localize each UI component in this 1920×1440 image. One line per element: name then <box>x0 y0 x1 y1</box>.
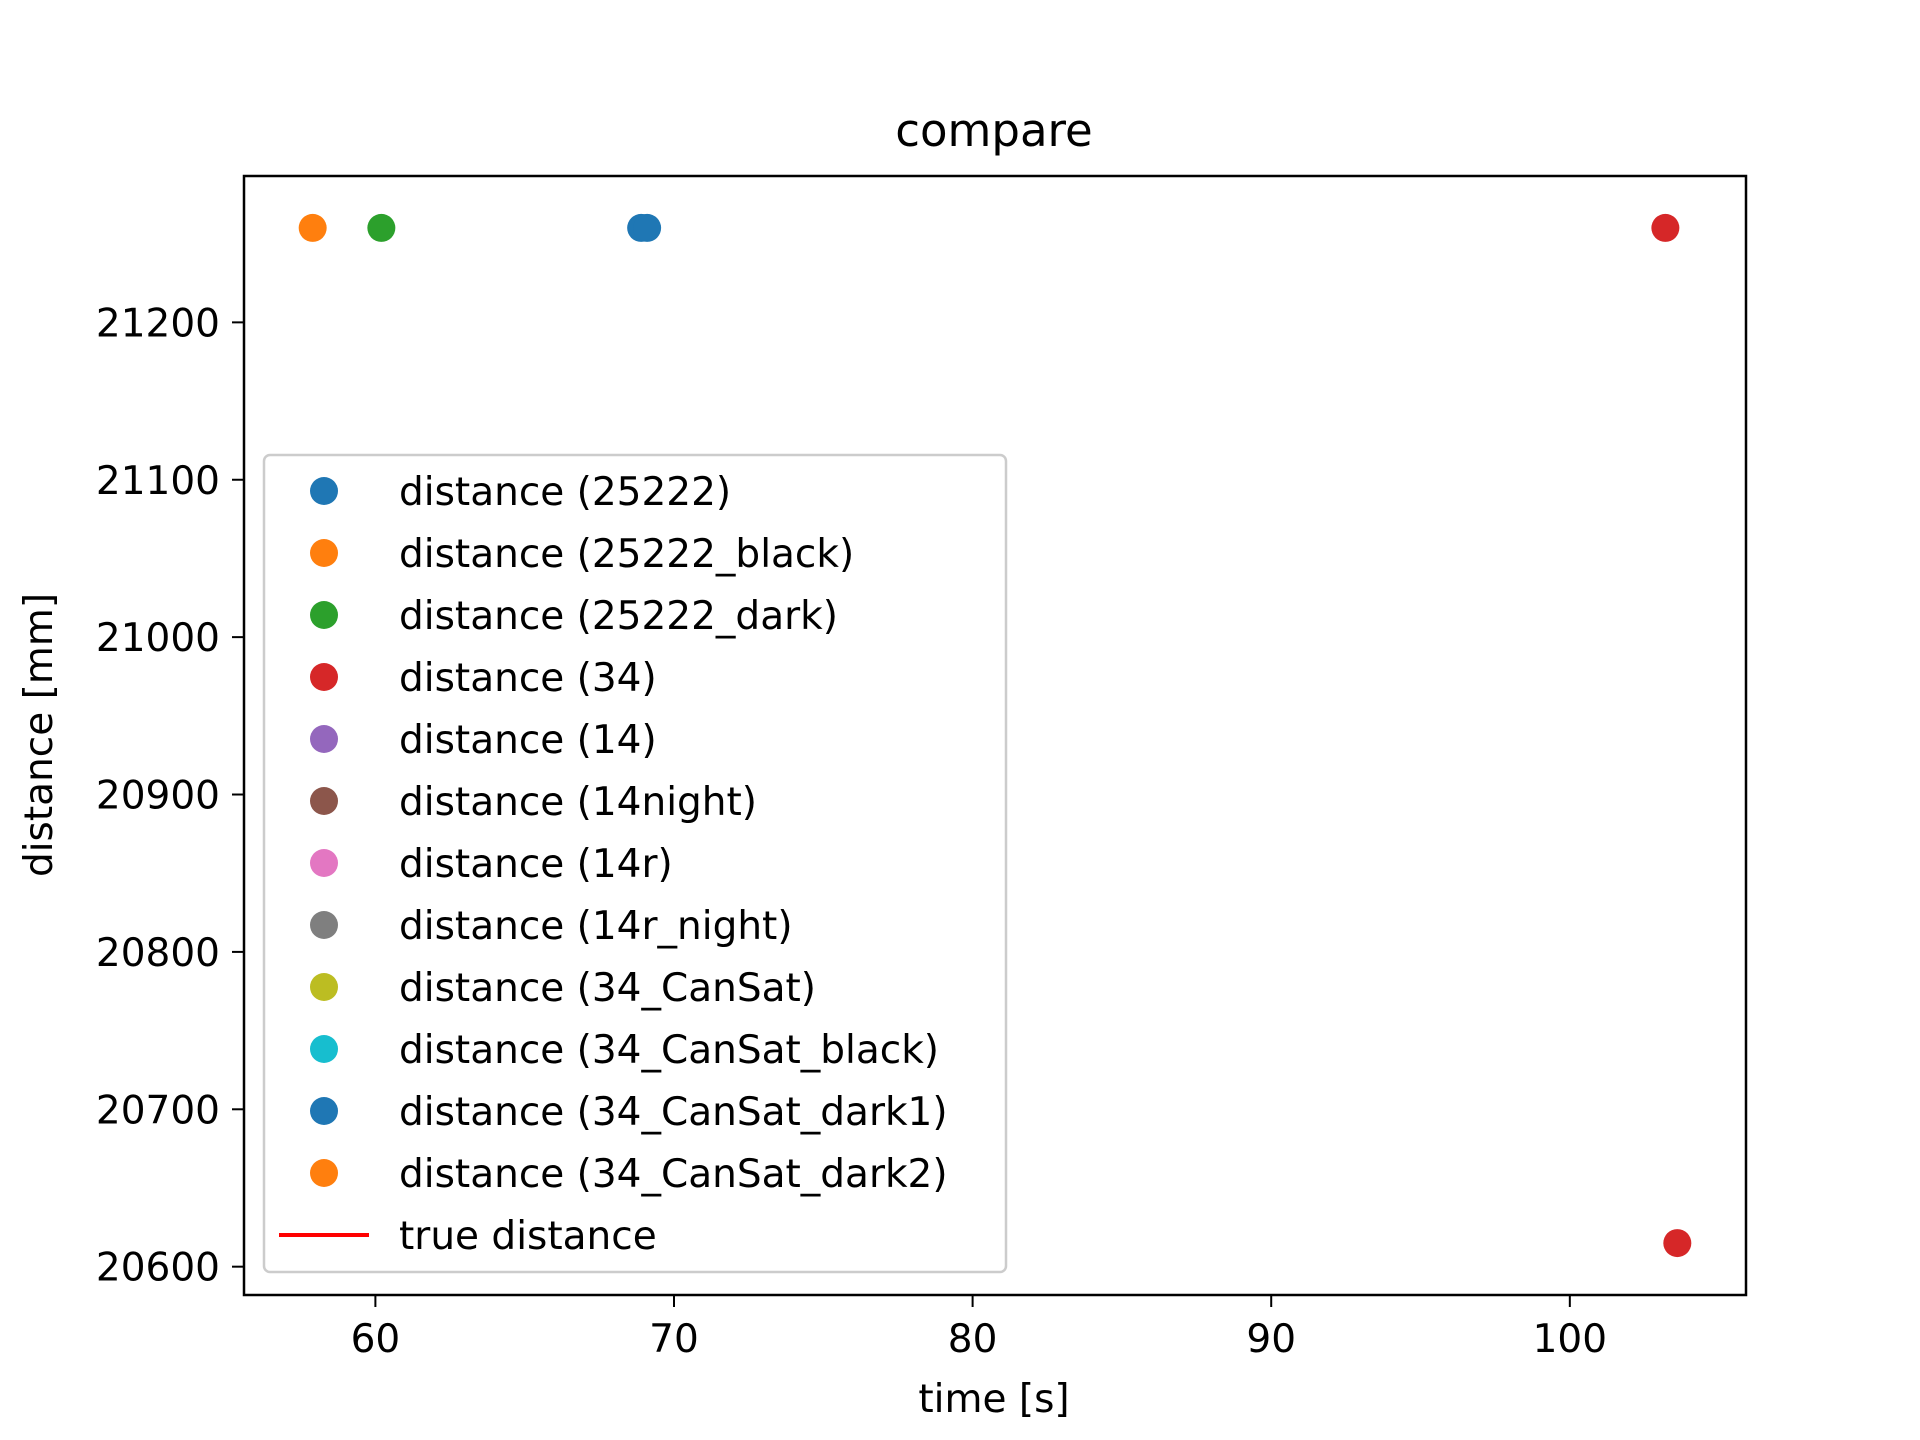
data-points <box>298 213 1692 1258</box>
y-tick-label: 21100 <box>96 459 220 504</box>
y-tick-label: 20800 <box>96 931 220 976</box>
legend-label: distance (34_CanSat_dark1) <box>399 1090 948 1135</box>
legend-label: distance (34) <box>399 656 657 701</box>
legend-marker <box>310 725 338 753</box>
x-tick-label: 90 <box>1246 1317 1296 1362</box>
data-point <box>298 213 327 242</box>
legend-label: distance (25222_black) <box>399 532 854 577</box>
x-axis-ticks: 60 70 80 90 100 <box>351 1295 1607 1362</box>
legend-marker <box>310 539 338 567</box>
y-tick-label: 21200 <box>96 301 220 346</box>
data-point <box>1651 213 1680 242</box>
data-point <box>1663 1229 1692 1258</box>
legend-marker <box>310 911 338 939</box>
y-axis-ticks: 20600 20700 20800 20900 21000 21100 21200 <box>96 301 244 1291</box>
data-point <box>367 213 396 242</box>
x-tick-label: 60 <box>351 1317 401 1362</box>
legend-label: distance (34_CanSat_dark2) <box>399 1152 948 1197</box>
legend-marker <box>310 663 338 691</box>
y-tick-label: 20900 <box>96 774 220 819</box>
legend-box <box>262 453 1008 1274</box>
y-tick-label: 20700 <box>96 1088 220 1133</box>
legend-marker <box>310 1035 338 1063</box>
x-tick-label: 70 <box>649 1317 699 1362</box>
legend-marker <box>310 849 338 877</box>
y-tick-label: 21000 <box>96 616 220 661</box>
y-axis-label: distance [mm] <box>17 593 62 877</box>
x-axis-label: time [s] <box>918 1377 1069 1422</box>
legend-marker <box>310 1159 338 1187</box>
legend-label: distance (34_CanSat) <box>399 966 816 1011</box>
legend-label: distance (14r) <box>399 842 673 887</box>
legend-marker <box>310 973 338 1001</box>
legend-marker <box>310 477 338 505</box>
legend-label: distance (34_CanSat_black) <box>399 1028 939 1073</box>
legend-label: distance (14night) <box>399 780 757 825</box>
legend: distance (25222) distance (25222_black)di… <box>262 453 1008 1274</box>
legend-marker <box>310 787 338 815</box>
legend-label: distance (25222_dark) <box>399 594 838 639</box>
plot-frame <box>242 174 1748 1297</box>
legend-marker <box>310 1097 338 1125</box>
x-tick-label: 80 <box>948 1317 998 1362</box>
x-tick-label: 100 <box>1533 1317 1607 1362</box>
legend-label: distance (14r_night) <box>399 904 793 949</box>
legend-label: distance (25222) <box>399 470 731 515</box>
chart-title: compare <box>895 104 1092 157</box>
data-point <box>633 213 662 242</box>
legend-label: distance (14) <box>399 718 657 763</box>
y-tick-label: 20600 <box>96 1246 220 1291</box>
legend-label: true distance <box>399 1214 657 1259</box>
legend-marker <box>310 601 338 629</box>
